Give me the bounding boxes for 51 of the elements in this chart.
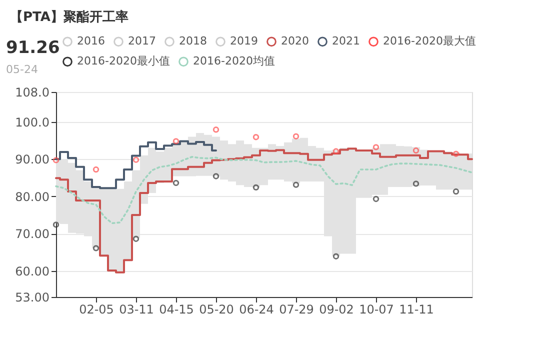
y-tick-label: 53.00: [15, 290, 50, 304]
point: [132, 156, 140, 163]
x-tick-label: 09-02: [319, 302, 354, 316]
point: [292, 133, 300, 140]
legend-label: 2021: [332, 34, 360, 48]
y-tick-label: 60.00: [15, 264, 50, 278]
legend-label: 2016-2020最大值: [383, 34, 476, 48]
legend-label: 2016: [77, 34, 105, 48]
point: [372, 144, 380, 150]
point: [372, 196, 380, 202]
point: [452, 188, 460, 195]
legend-label: 2016-2020均值: [193, 54, 275, 68]
legend-label: 2016-2020最小值: [77, 54, 170, 68]
point: [332, 253, 340, 260]
y-tick-label: 70.00: [15, 227, 50, 242]
legend-label: 2017: [128, 34, 156, 48]
legend-label: 2018: [179, 34, 207, 48]
x-tick-label: 06-24: [239, 302, 274, 316]
point: [252, 134, 260, 140]
point: [172, 138, 180, 144]
chart-title: 【PTA】聚酯开工率: [10, 9, 128, 25]
point: [412, 180, 420, 187]
point: [132, 236, 140, 242]
line-series: [55, 156, 473, 224]
point: [92, 245, 100, 252]
point: [212, 126, 220, 133]
point: [332, 148, 340, 154]
text: 05-24: [6, 63, 38, 76]
point: [52, 157, 60, 164]
y-tick-label: 90.00: [15, 152, 50, 167]
point: [452, 150, 460, 157]
x-tick-label: 02-05: [79, 302, 114, 316]
x-tick-label: 03-11: [119, 302, 154, 316]
legend-label: 2019: [230, 34, 258, 48]
x-tick-label: 04-15: [159, 302, 194, 316]
point: [412, 147, 420, 154]
legend-label: 2020: [281, 34, 309, 48]
x-tick-label: 07-29: [279, 302, 314, 316]
y-tick-label: 100.0: [15, 115, 50, 130]
x-tick-label: 10-07: [359, 302, 394, 316]
point: [252, 184, 260, 191]
point: [52, 222, 60, 228]
text: 91.26: [6, 38, 60, 58]
x-tick-label: 05-20: [199, 302, 234, 316]
point: [92, 166, 100, 173]
y-tick-label: 80.00: [15, 190, 50, 204]
x-tick-label: 11-11: [399, 302, 434, 316]
y-tick-label: 108.0: [15, 86, 50, 100]
point: [172, 180, 180, 186]
point: [212, 173, 220, 180]
point: [292, 182, 300, 188]
